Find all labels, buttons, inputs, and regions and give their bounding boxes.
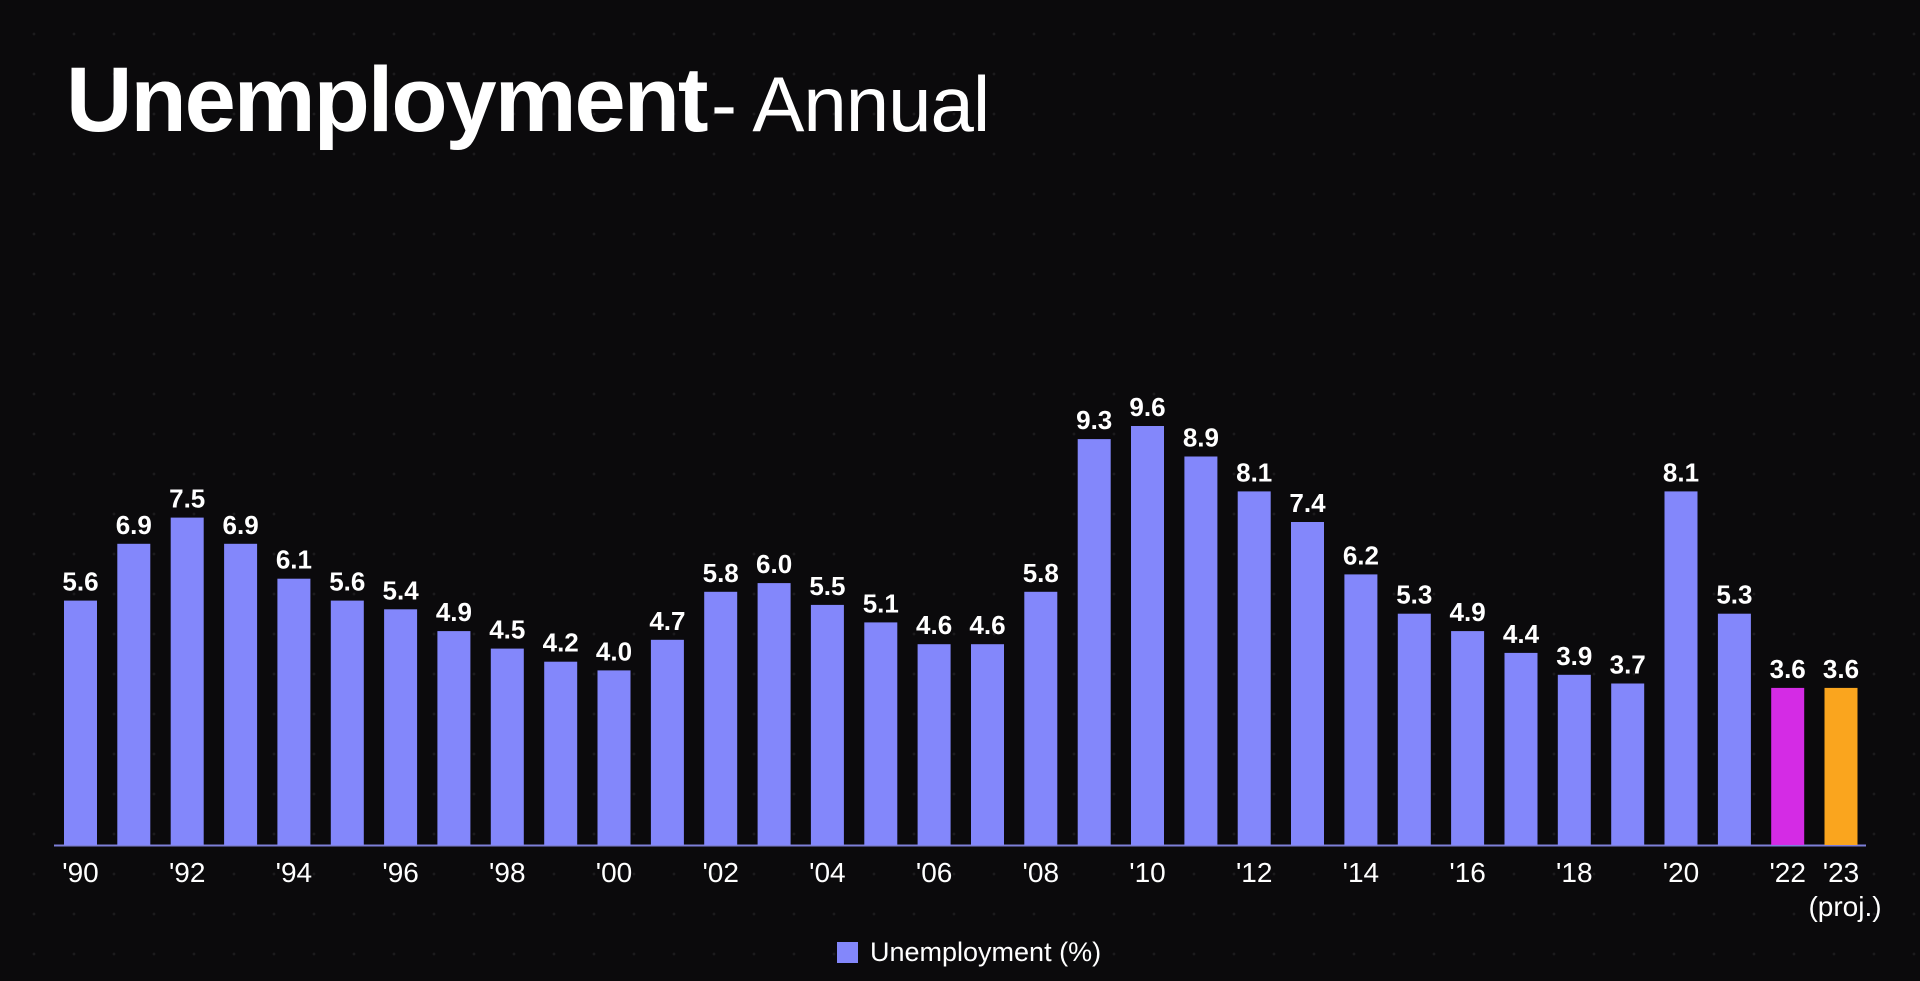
bar-2018 [1557, 674, 1591, 845]
bar-value-label: 6.9 [223, 510, 259, 540]
chart-legend: Unemployment (%) [837, 937, 1101, 968]
bar-value-label: 6.2 [1343, 540, 1379, 570]
bar-2022 [1771, 687, 1805, 845]
bar-value-label: 5.5 [809, 571, 845, 601]
x-tick-label: '96 [382, 857, 419, 888]
x-tick-label: '02 [702, 857, 739, 888]
chart-title: Unemployment - Annual [66, 48, 990, 153]
legend-label: Unemployment (%) [870, 937, 1102, 967]
bar-2009 [1077, 439, 1111, 845]
bar-2005 [864, 622, 898, 845]
bar-value-label: 4.9 [1450, 597, 1486, 627]
bar-2016 [1451, 631, 1485, 845]
bar-value-label: 4.5 [489, 615, 525, 645]
x-tick-label: '92 [169, 857, 206, 888]
x-tick-label: '90 [62, 857, 99, 888]
bar-2023 [1824, 687, 1858, 845]
bar-value-label: 3.9 [1556, 641, 1592, 671]
bar-value-label: 5.8 [703, 558, 739, 588]
bar-value-label: 4.6 [969, 610, 1005, 640]
bar-1998 [490, 648, 524, 845]
x-tick-label: '20 [1663, 857, 1700, 888]
legend-swatch [837, 942, 858, 963]
x-tick-label: '23 [1823, 857, 1860, 888]
chart-title-main: Unemployment [66, 49, 709, 151]
bar-1999 [544, 661, 578, 845]
bar-1990 [64, 600, 97, 845]
bar-2015 [1397, 613, 1431, 845]
bar-2011 [1184, 456, 1218, 845]
bar-2012 [1237, 491, 1271, 845]
bar-value-label: 4.0 [596, 636, 632, 666]
bar-value-label: 9.3 [1076, 405, 1112, 435]
x-tick-label: '12 [1236, 857, 1273, 888]
bar-2006 [917, 644, 951, 845]
bar-value-label: 4.2 [543, 628, 579, 658]
bar-value-label: 8.9 [1183, 423, 1219, 453]
x-tick-label: '00 [596, 857, 633, 888]
bar-value-label: 7.5 [169, 484, 205, 514]
x-tick-sublabel: (proj.) [1808, 891, 1881, 922]
x-tick-label: '10 [1129, 857, 1166, 888]
bar-2000 [597, 670, 631, 845]
bar-2001 [650, 639, 684, 845]
x-tick-label: '08 [1023, 857, 1060, 888]
bar-value-label: 5.3 [1396, 580, 1432, 610]
chart-title-sub: - Annual [710, 60, 990, 148]
bar-2002 [704, 591, 738, 845]
bar-value-label: 3.6 [1823, 654, 1859, 684]
bar-2020 [1664, 491, 1698, 845]
x-tick-label: '16 [1449, 857, 1486, 888]
bar-value-label: 4.4 [1503, 619, 1540, 649]
bar-value-label: 6.0 [756, 549, 792, 579]
x-tick-label: '22 [1769, 857, 1806, 888]
bar-value-label: 8.1 [1236, 457, 1272, 487]
bar-value-label: 5.4 [383, 575, 420, 605]
x-tick-label: '98 [489, 857, 526, 888]
x-tick-label: '94 [276, 857, 313, 888]
bar-1996 [384, 609, 418, 845]
bar-2004 [810, 604, 844, 845]
bar-value-label: 5.6 [62, 567, 98, 597]
bar-2003 [757, 583, 791, 845]
bar-value-label: 5.6 [329, 567, 365, 597]
bar-2008 [1024, 591, 1058, 845]
bar-1991 [117, 543, 151, 845]
bar-value-label: 5.3 [1716, 580, 1752, 610]
x-tick-label: '18 [1556, 857, 1593, 888]
bar-1997 [437, 631, 471, 845]
bar-value-label: 4.9 [436, 597, 472, 627]
x-tick-label: '04 [809, 857, 846, 888]
bar-2014 [1344, 574, 1378, 845]
bar-2010 [1131, 426, 1164, 845]
bar-value-label: 5.8 [1023, 558, 1059, 588]
bar-2017 [1504, 652, 1538, 845]
bar-1993 [224, 543, 258, 845]
bar-value-label: 6.9 [116, 510, 152, 540]
bar-2007 [971, 644, 1004, 845]
bar-2021 [1717, 613, 1751, 845]
bar-value-label: 6.1 [276, 545, 312, 575]
bar-1992 [170, 517, 204, 845]
bar-value-label: 5.1 [863, 588, 899, 618]
bar-value-label: 7.4 [1289, 488, 1326, 518]
bar-value-label: 9.6 [1129, 392, 1165, 422]
bar-2013 [1291, 522, 1324, 845]
bar-value-label: 8.1 [1663, 457, 1699, 487]
bar-1994 [277, 578, 311, 845]
bar-value-label: 3.6 [1770, 654, 1806, 684]
bar-value-label: 4.7 [649, 606, 685, 636]
x-tick-label: '14 [1343, 857, 1380, 888]
bar-value-label: 3.7 [1610, 650, 1646, 680]
bar-2019 [1611, 683, 1645, 845]
x-tick-label: '06 [916, 857, 953, 888]
bar-value-label: 4.6 [916, 610, 952, 640]
bar-1995 [330, 600, 364, 845]
